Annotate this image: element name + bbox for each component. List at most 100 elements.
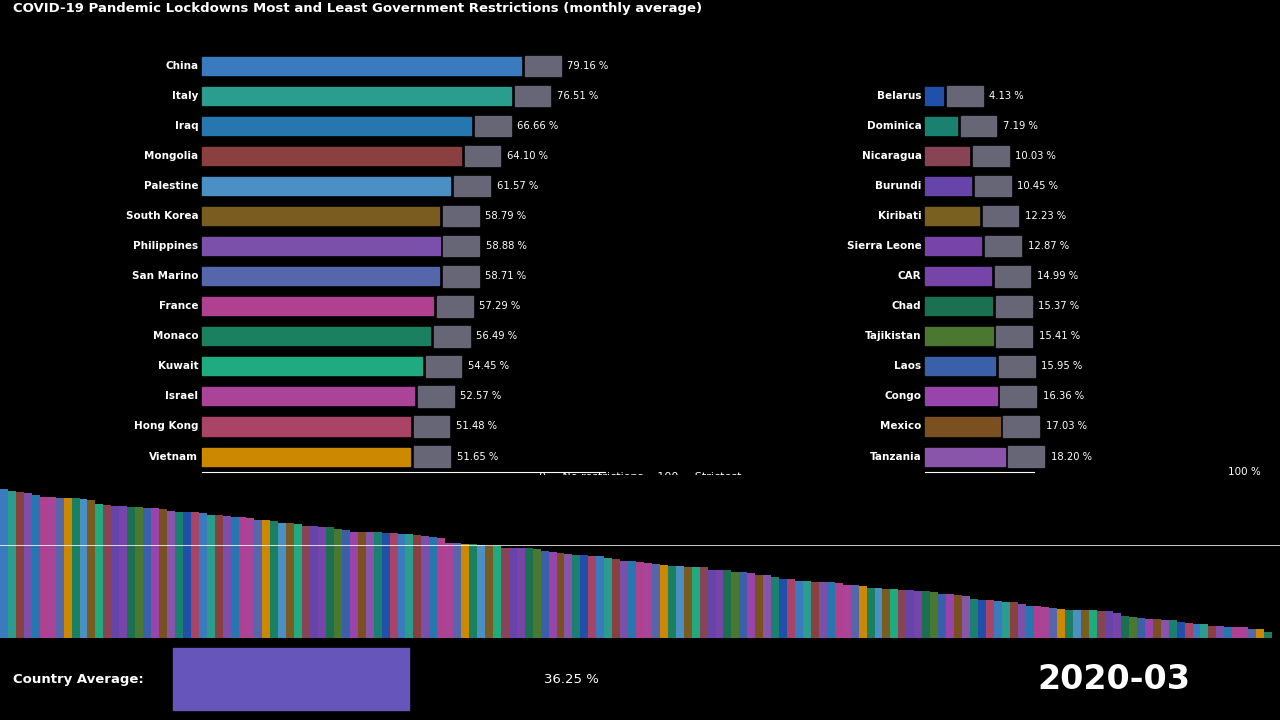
Text: 58.79 %: 58.79 %: [485, 211, 526, 221]
Text: 12.23 %: 12.23 %: [1025, 211, 1066, 221]
Bar: [580, 555, 589, 638]
Bar: [795, 581, 803, 638]
Text: 10.45 %: 10.45 %: [1018, 181, 1059, 192]
Text: 58.71 %: 58.71 %: [485, 271, 526, 282]
Bar: [636, 562, 644, 638]
Bar: [1089, 611, 1097, 638]
Bar: [119, 506, 127, 638]
Bar: [970, 600, 978, 638]
Bar: [317, 527, 326, 638]
Bar: [986, 600, 993, 638]
Bar: [79, 500, 87, 638]
Text: Kuwait: Kuwait: [157, 361, 198, 372]
Bar: [525, 548, 532, 638]
Bar: [111, 506, 119, 638]
Bar: [925, 238, 982, 256]
Bar: [1176, 622, 1184, 638]
Bar: [374, 532, 381, 638]
Bar: [708, 570, 716, 638]
Text: Nicaragua: Nicaragua: [861, 151, 922, 161]
Bar: [755, 575, 763, 638]
Bar: [723, 570, 731, 638]
Bar: [996, 296, 1032, 317]
Text: 100 %: 100 %: [1228, 467, 1261, 477]
Bar: [366, 531, 374, 638]
Bar: [443, 236, 479, 256]
Bar: [453, 544, 461, 638]
Bar: [247, 518, 255, 638]
Bar: [127, 507, 136, 638]
Text: 15.37 %: 15.37 %: [1038, 302, 1079, 311]
Bar: [716, 570, 723, 638]
Bar: [443, 266, 479, 287]
Bar: [557, 553, 564, 638]
Bar: [740, 572, 748, 638]
Bar: [436, 296, 472, 317]
Bar: [1097, 611, 1105, 638]
Text: 64.10 %: 64.10 %: [507, 151, 548, 161]
Text: 56.49 %: 56.49 %: [476, 331, 517, 341]
Bar: [419, 386, 454, 407]
Bar: [421, 536, 429, 638]
Bar: [748, 573, 755, 638]
Bar: [1082, 610, 1089, 638]
Bar: [202, 207, 439, 225]
Bar: [1129, 617, 1137, 638]
Bar: [993, 601, 1002, 638]
Bar: [1208, 626, 1216, 638]
Text: 7.19 %: 7.19 %: [1002, 121, 1038, 131]
Bar: [429, 536, 438, 638]
Bar: [620, 561, 628, 638]
Text: Mongolia: Mongolia: [145, 151, 198, 161]
Bar: [1033, 606, 1042, 638]
Bar: [493, 546, 500, 638]
Bar: [1010, 602, 1018, 638]
Bar: [426, 356, 462, 377]
Bar: [978, 600, 986, 638]
Bar: [998, 356, 1034, 377]
Bar: [72, 498, 79, 638]
Text: COVID-19 Pandemic Lockdowns Most and Least Government Restrictions (monthly aver: COVID-19 Pandemic Lockdowns Most and Lea…: [13, 1, 701, 14]
Text: France: France: [159, 302, 198, 311]
Bar: [947, 86, 983, 107]
Bar: [1216, 626, 1225, 638]
Bar: [1144, 618, 1153, 638]
Bar: [986, 236, 1021, 256]
Text: Israel: Israel: [165, 392, 198, 402]
Bar: [652, 564, 660, 638]
Bar: [500, 548, 509, 638]
Bar: [1169, 620, 1176, 638]
Text: Italy: Italy: [172, 91, 198, 101]
Text: 79.16 %: 79.16 %: [567, 61, 609, 71]
Text: 17.03 %: 17.03 %: [1046, 421, 1087, 431]
Bar: [771, 577, 780, 638]
Bar: [183, 513, 191, 638]
Bar: [475, 116, 511, 136]
Bar: [202, 357, 422, 375]
Bar: [525, 56, 561, 76]
Bar: [914, 591, 922, 638]
Bar: [644, 564, 652, 638]
Bar: [596, 556, 604, 638]
Text: Kiribati: Kiribati: [878, 211, 922, 221]
Bar: [763, 575, 771, 638]
Bar: [1137, 618, 1144, 638]
Bar: [899, 590, 906, 638]
Bar: [8, 491, 15, 638]
Bar: [676, 567, 684, 638]
Bar: [1193, 624, 1201, 638]
Bar: [143, 508, 151, 638]
Bar: [946, 595, 954, 638]
Bar: [202, 387, 415, 405]
Text: 58.88 %: 58.88 %: [485, 241, 526, 251]
Bar: [925, 267, 991, 285]
Bar: [334, 529, 342, 638]
Text: 0 = No restrictions    100 = Strictest: 0 = No restrictions 100 = Strictest: [539, 472, 741, 482]
Bar: [1065, 610, 1074, 638]
Bar: [438, 538, 445, 638]
Bar: [925, 448, 1005, 466]
Text: 61.57 %: 61.57 %: [497, 181, 538, 192]
Bar: [975, 176, 1011, 197]
Text: 18.20 %: 18.20 %: [1051, 451, 1092, 462]
Bar: [1018, 604, 1025, 638]
